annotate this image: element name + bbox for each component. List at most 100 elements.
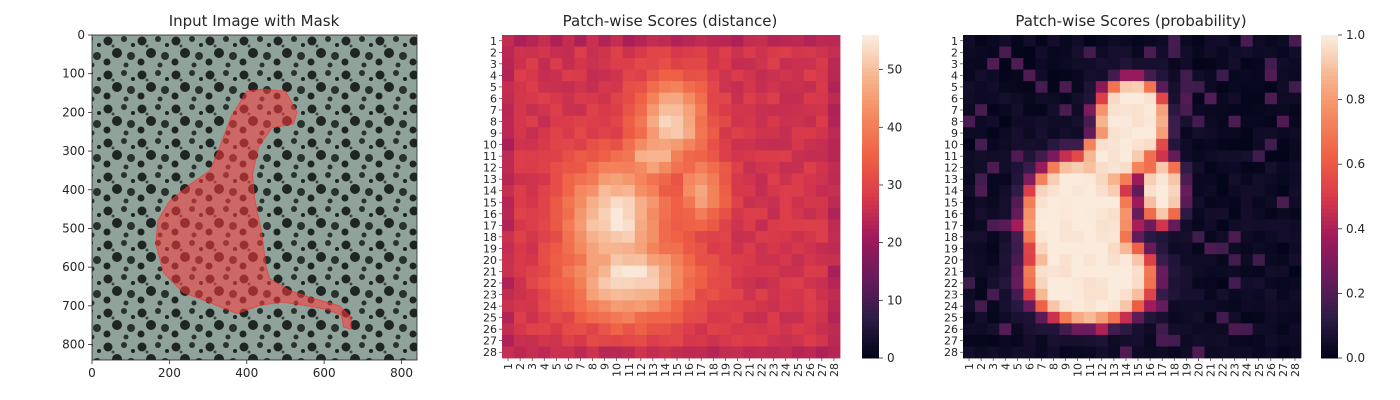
heatmap-cell <box>1252 138 1266 151</box>
heatmap-cell <box>526 300 539 313</box>
heatmap-cell <box>803 81 817 94</box>
heatmap-cell <box>1083 254 1097 267</box>
heatmap-cell <box>999 208 1012 220</box>
heatmap-cell <box>671 334 684 347</box>
heatmap-cell <box>1023 138 1036 151</box>
heatmap-cell <box>526 208 539 220</box>
heatmap-cell <box>1047 69 1060 82</box>
heatmap-cell <box>707 265 720 278</box>
heatmap-cell <box>731 161 744 174</box>
heatmap-cell <box>502 277 515 290</box>
heatmap-cell <box>1023 104 1036 117</box>
heatmap-cell <box>1011 208 1024 220</box>
heatmap-cell <box>1011 81 1024 94</box>
heatmap-cell <box>658 35 672 47</box>
heatmap-cell <box>743 242 756 255</box>
heatmap-cell <box>1107 69 1121 82</box>
heatmap-cell <box>1047 300 1060 313</box>
heatmap-cell <box>1144 150 1157 163</box>
heatmap-cell <box>827 104 841 117</box>
heatmap-cell <box>731 150 744 163</box>
heatmap-cell <box>550 104 563 117</box>
heatmap-cell <box>671 127 684 140</box>
heatmap-cell <box>1288 46 1302 59</box>
heatmap-cell <box>779 127 793 140</box>
colorbar-segment <box>1321 349 1338 355</box>
heatmap-cell <box>1071 173 1085 186</box>
heatmap-cell <box>731 288 744 301</box>
heatmap-cell <box>502 104 515 117</box>
heatmap-cell <box>550 288 563 301</box>
heatmap-cell <box>707 173 720 186</box>
heatmap-cell <box>1156 300 1169 313</box>
heatmap-cell <box>767 69 781 82</box>
colorbar-tick-label: 40 <box>887 120 902 134</box>
heatmap-cell <box>1059 219 1073 232</box>
heatmap-cell <box>1107 150 1121 163</box>
heatmap-cell <box>598 138 612 151</box>
heatmap-cell <box>999 231 1012 244</box>
heatmap-cell <box>1252 58 1266 71</box>
heatmap-cell <box>827 288 841 301</box>
heatmap-xtick-label: 12 <box>1096 363 1109 377</box>
heatmap-cell <box>707 254 720 267</box>
heatmap-cell <box>1156 150 1169 163</box>
heatmap-cell <box>550 311 563 324</box>
heatmap-cell <box>1156 127 1169 140</box>
heatmap-ytick-label: 19 <box>944 242 958 255</box>
heatmap-xtick-label: 2 <box>514 363 527 370</box>
heatmap-cell <box>1264 150 1278 163</box>
heatmap-xtick-label: 5 <box>1011 363 1024 370</box>
heatmap-cell <box>610 323 624 336</box>
heatmap-cell <box>1204 219 1217 232</box>
heatmap-cell <box>671 196 684 209</box>
heatmap-cell <box>586 242 599 255</box>
heatmap-cell <box>1264 58 1278 71</box>
heatmap-cell <box>695 288 708 301</box>
heatmap-cell <box>1059 138 1073 151</box>
heatmap-cell <box>1047 173 1060 186</box>
heatmap-cell <box>526 127 539 140</box>
heatmap-cell <box>622 92 636 105</box>
heatmap-xtick-label: 5 <box>550 363 563 370</box>
heatmap-cell <box>827 161 841 174</box>
heatmap-cell <box>755 196 768 209</box>
heatmap-cell <box>815 300 829 313</box>
heatmap-cell <box>598 35 612 47</box>
heatmap-cell <box>1119 277 1133 290</box>
heatmap-cell <box>622 323 636 336</box>
heatmap-cell <box>1023 300 1036 313</box>
heatmap-cell <box>731 173 744 186</box>
heatmap-cell <box>1156 35 1169 47</box>
heatmap-cell <box>1119 92 1133 105</box>
heatmap-cell <box>526 173 539 186</box>
heatmap-cell <box>610 173 624 186</box>
heatmap-cell <box>743 127 756 140</box>
colorbar-segment <box>1321 63 1338 68</box>
heatmap-cell <box>1119 35 1133 47</box>
heatmap-cell <box>1083 81 1097 94</box>
heatmap-cell <box>1192 92 1205 105</box>
colorbar-segment <box>862 277 879 282</box>
colorbar-segment <box>1321 91 1338 97</box>
heatmap-cell <box>803 265 817 278</box>
heatmap-cell <box>1095 346 1109 359</box>
heatmap-cell <box>803 208 817 220</box>
colorbar-segment <box>1321 55 1338 60</box>
colorbar-segment <box>1321 333 1338 339</box>
heatmap-cell <box>791 58 805 71</box>
heatmap-cell <box>1288 311 1302 324</box>
heatmap-cell <box>610 46 624 59</box>
heatmap-cell <box>987 104 1000 117</box>
heatmap-cell <box>550 346 563 359</box>
heatmap-cell <box>574 69 587 82</box>
heatmap-cell <box>791 334 805 347</box>
heatmap-cell <box>743 346 756 359</box>
heatmap-cell <box>574 231 587 244</box>
heatmap-cell <box>598 184 612 197</box>
colorbar-segment <box>862 148 879 153</box>
heatmap-cell <box>975 231 988 244</box>
heatmap-cell <box>1156 173 1169 186</box>
colorbar-tick-label: 50 <box>887 63 902 77</box>
heatmap-cell <box>1107 242 1121 255</box>
